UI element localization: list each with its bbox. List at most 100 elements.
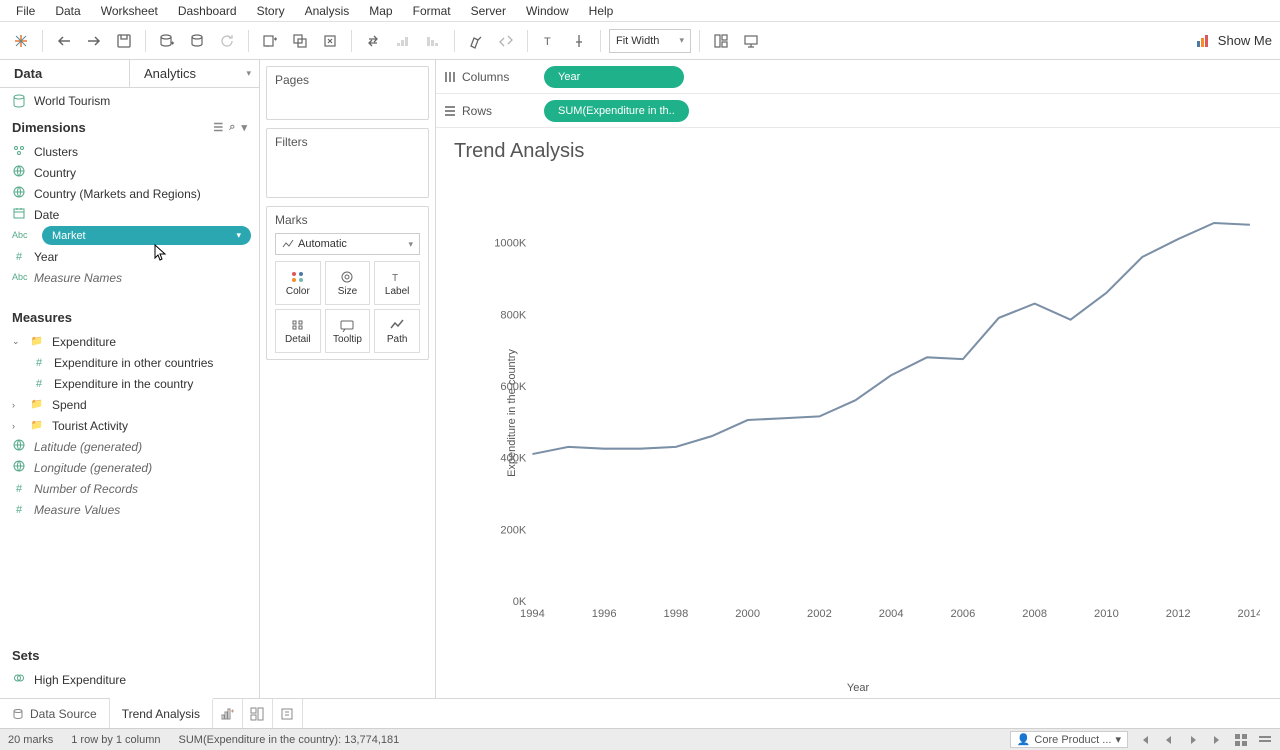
- columns-shelf[interactable]: Columns Year: [436, 60, 1280, 94]
- chart-title[interactable]: Trend Analysis: [454, 140, 1260, 163]
- filters-shelf[interactable]: Filters: [266, 128, 429, 198]
- mark-path[interactable]: Path: [374, 309, 420, 353]
- mark-detail[interactable]: Detail: [275, 309, 321, 353]
- svg-text:2008: 2008: [1022, 608, 1047, 620]
- dimension-date[interactable]: Date: [0, 204, 259, 225]
- line-chart[interactable]: 0K200K400K600K800K1000K19941996199820002…: [492, 176, 1260, 652]
- dimension-clusters[interactable]: Clusters: [0, 141, 259, 162]
- svg-text:2010: 2010: [1094, 608, 1119, 620]
- svg-text:1994: 1994: [520, 608, 545, 620]
- refresh-icon[interactable]: [214, 28, 240, 54]
- new-datasource-icon[interactable]: [154, 28, 180, 54]
- rows-shelf[interactable]: Rows SUM(Expenditure in th..: [436, 94, 1280, 128]
- menu-icon[interactable]: ▾: [241, 121, 247, 134]
- mark-label[interactable]: TLabel: [374, 261, 420, 305]
- marks-type-dropdown[interactable]: Automatic: [275, 233, 420, 255]
- presentation-icon[interactable]: [738, 28, 764, 54]
- menu-story[interactable]: Story: [247, 2, 295, 20]
- forward-icon[interactable]: [81, 28, 107, 54]
- duplicate-icon[interactable]: [287, 28, 313, 54]
- svg-text:2012: 2012: [1166, 608, 1191, 620]
- fit-dropdown[interactable]: Fit Width▾: [609, 29, 691, 53]
- show-cards-icon[interactable]: [708, 28, 734, 54]
- mark-tooltip[interactable]: Tooltip: [325, 309, 371, 353]
- svg-text:600K: 600K: [500, 381, 527, 393]
- data-source-tab[interactable]: Data Source: [0, 699, 110, 728]
- measure-latitude-generated-[interactable]: Latitude (generated): [0, 436, 259, 457]
- x-axis-label: Year: [847, 682, 869, 694]
- nav-last-icon[interactable]: [1210, 733, 1224, 747]
- menu-data[interactable]: Data: [45, 2, 90, 20]
- view-toggle-icon[interactable]: ☰: [213, 121, 223, 134]
- group-icon[interactable]: [493, 28, 519, 54]
- rows-label: Rows: [462, 104, 492, 118]
- highlight-icon[interactable]: [463, 28, 489, 54]
- measure-expenditure[interactable]: ⌄📁Expenditure: [0, 331, 259, 352]
- new-story-icon[interactable]: [273, 699, 303, 728]
- dimension-measure-names[interactable]: AbcMeasure Names: [0, 267, 259, 288]
- tab-view-icon[interactable]: [1258, 733, 1272, 747]
- menu-bar: FileDataWorksheetDashboardStoryAnalysisM…: [0, 0, 1280, 22]
- measure-number-of-records[interactable]: #Number of Records: [0, 478, 259, 499]
- menu-server[interactable]: Server: [461, 2, 516, 20]
- dimension-country[interactable]: Country: [0, 162, 259, 183]
- shelves-column: Pages Filters Marks Automatic ColorSizeT…: [260, 60, 436, 698]
- tab-data[interactable]: Data: [0, 60, 129, 87]
- menu-dashboard[interactable]: Dashboard: [168, 2, 247, 20]
- measure-measure-values[interactable]: #Measure Values: [0, 499, 259, 520]
- back-icon[interactable]: [51, 28, 77, 54]
- save-icon[interactable]: [111, 28, 137, 54]
- mark-size[interactable]: Size: [325, 261, 371, 305]
- menu-analysis[interactable]: Analysis: [295, 2, 360, 20]
- nav-prev-icon[interactable]: [1162, 733, 1176, 747]
- rows-pill[interactable]: SUM(Expenditure in th..: [544, 100, 689, 122]
- datasource-row[interactable]: World Tourism: [0, 88, 259, 114]
- grid-view-icon[interactable]: [1234, 733, 1248, 747]
- nav-next-icon[interactable]: [1186, 733, 1200, 747]
- dimension-market[interactable]: AbcMarket: [0, 225, 259, 246]
- new-dashboard-icon[interactable]: [243, 699, 273, 728]
- label-icon[interactable]: T: [536, 28, 562, 54]
- pin-icon[interactable]: [566, 28, 592, 54]
- status-marks: 20 marks: [8, 734, 53, 746]
- marks-title: Marks: [275, 213, 420, 227]
- tab-analytics[interactable]: Analytics: [129, 60, 259, 87]
- measure-tourist-activity[interactable]: ›📁Tourist Activity: [0, 415, 259, 436]
- sheet-tab-active[interactable]: Trend Analysis: [110, 698, 213, 728]
- svg-text:0K: 0K: [513, 596, 527, 608]
- search-icon[interactable]: ⌕: [229, 121, 235, 134]
- set-high-expenditure[interactable]: High Expenditure: [0, 669, 259, 690]
- sort-desc-icon[interactable]: [420, 28, 446, 54]
- measure-longitude-generated-[interactable]: Longitude (generated): [0, 457, 259, 478]
- dimension-year[interactable]: #Year: [0, 246, 259, 267]
- menu-format[interactable]: Format: [403, 2, 461, 20]
- menu-window[interactable]: Window: [516, 2, 579, 20]
- pause-updates-icon[interactable]: [184, 28, 210, 54]
- menu-map[interactable]: Map: [359, 2, 402, 20]
- mark-color[interactable]: Color: [275, 261, 321, 305]
- new-worksheet-icon[interactable]: [213, 699, 243, 728]
- pages-shelf[interactable]: Pages: [266, 66, 429, 120]
- sort-asc-icon[interactable]: [390, 28, 416, 54]
- new-sheet-icon[interactable]: [257, 28, 283, 54]
- clear-icon[interactable]: [317, 28, 343, 54]
- measure-spend[interactable]: ›📁Spend: [0, 394, 259, 415]
- menu-worksheet[interactable]: Worksheet: [91, 2, 168, 20]
- sets-header: Sets: [0, 642, 259, 667]
- tableau-logo-icon[interactable]: [8, 28, 34, 54]
- measure-expenditure-in-the-country[interactable]: #Expenditure in the country: [0, 373, 259, 394]
- svg-text:800K: 800K: [500, 309, 527, 321]
- svg-text:2002: 2002: [807, 608, 832, 620]
- columns-pill[interactable]: Year: [544, 66, 684, 88]
- dimension-country-markets-and-regions-[interactable]: Country (Markets and Regions): [0, 183, 259, 204]
- swap-icon[interactable]: [360, 28, 386, 54]
- show-me-button[interactable]: Show Me: [1196, 33, 1272, 49]
- status-bar: 20 marks 1 row by 1 column SUM(Expenditu…: [0, 728, 1280, 750]
- menu-file[interactable]: File: [6, 2, 45, 20]
- data-pane: Data Analytics World Tourism Dimensions …: [0, 60, 260, 698]
- measure-expenditure-in-other-countries[interactable]: #Expenditure in other countries: [0, 352, 259, 373]
- svg-text:T: T: [544, 36, 551, 48]
- menu-help[interactable]: Help: [579, 2, 624, 20]
- product-dropdown[interactable]: 👤 Core Product ... ▾: [1010, 731, 1128, 748]
- nav-first-icon[interactable]: [1138, 733, 1152, 747]
